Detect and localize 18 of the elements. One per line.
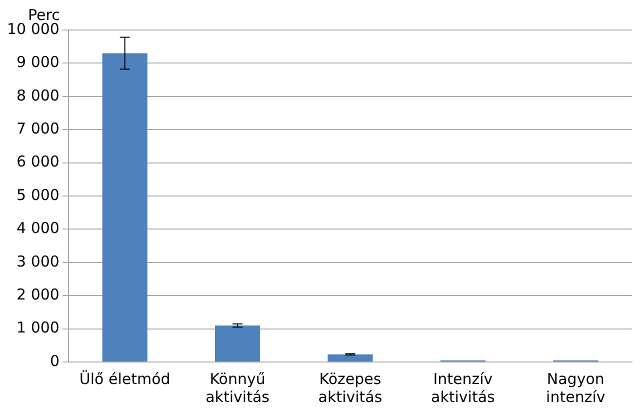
x-tick-label: Intenzív aktivitás xyxy=(431,370,496,406)
y-tick-label: 5 000 xyxy=(16,186,60,204)
x-tick-label: Nagyon intenzív xyxy=(546,370,606,406)
bar xyxy=(215,325,260,362)
x-tick-label: Könnyű aktivitás xyxy=(206,370,270,406)
bar xyxy=(328,354,373,362)
y-tick-label: 9 000 xyxy=(16,53,60,72)
y-tick-label: 0 xyxy=(50,352,60,370)
y-tick-label: 7 000 xyxy=(16,119,60,138)
x-tick-label: Közepes aktivitás xyxy=(318,370,382,406)
y-tick-label: 2 000 xyxy=(16,285,60,304)
y-tick-label: 1 000 xyxy=(16,318,60,337)
y-tick-label: 3 000 xyxy=(16,252,60,270)
y-tick-label: 4 000 xyxy=(16,219,60,238)
bar xyxy=(102,53,148,362)
y-tick-label: 6 000 xyxy=(16,152,60,171)
x-tick-label: Ülő életmód xyxy=(79,370,170,388)
y-tick-label: 8 000 xyxy=(16,86,60,104)
